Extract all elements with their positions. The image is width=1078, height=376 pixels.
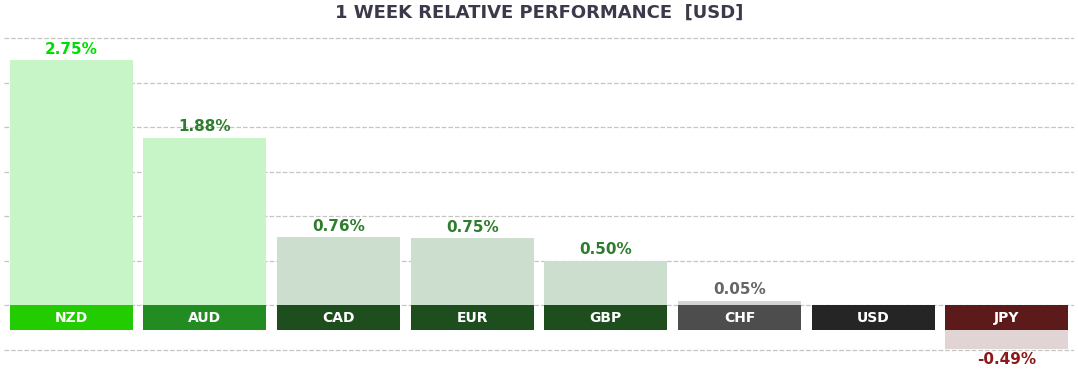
Text: 0.05%: 0.05% (714, 282, 766, 297)
Bar (945, 305, 1068, 330)
Bar (277, 305, 400, 330)
Bar (678, 305, 801, 330)
Text: 0.75%: 0.75% (446, 220, 498, 235)
Bar (143, 138, 266, 305)
Text: -0.49%: -0.49% (978, 352, 1037, 367)
Bar (277, 238, 400, 305)
Bar (544, 261, 667, 305)
Text: NZD: NZD (54, 311, 87, 324)
Text: 0.76%: 0.76% (312, 219, 364, 234)
Bar (678, 301, 801, 305)
Text: 0.50%: 0.50% (580, 242, 632, 257)
Bar (544, 305, 667, 330)
Bar (411, 238, 534, 305)
Text: CHF: CHF (723, 311, 756, 324)
Bar (411, 305, 534, 330)
Text: USD: USD (857, 311, 889, 324)
Text: AUD: AUD (189, 311, 221, 324)
Text: CAD: CAD (322, 311, 355, 324)
Title: 1 WEEK RELATIVE PERFORMANCE  [USD]: 1 WEEK RELATIVE PERFORMANCE [USD] (335, 4, 743, 22)
Bar (143, 305, 266, 330)
Text: JPY: JPY (994, 311, 1020, 324)
Bar (10, 305, 133, 330)
Bar (945, 305, 1068, 349)
Text: 2.75%: 2.75% (44, 42, 97, 57)
Text: GBP: GBP (590, 311, 622, 324)
Bar (812, 305, 935, 330)
Text: 1.88%: 1.88% (179, 119, 231, 134)
Bar (10, 61, 133, 305)
Text: EUR: EUR (456, 311, 488, 324)
